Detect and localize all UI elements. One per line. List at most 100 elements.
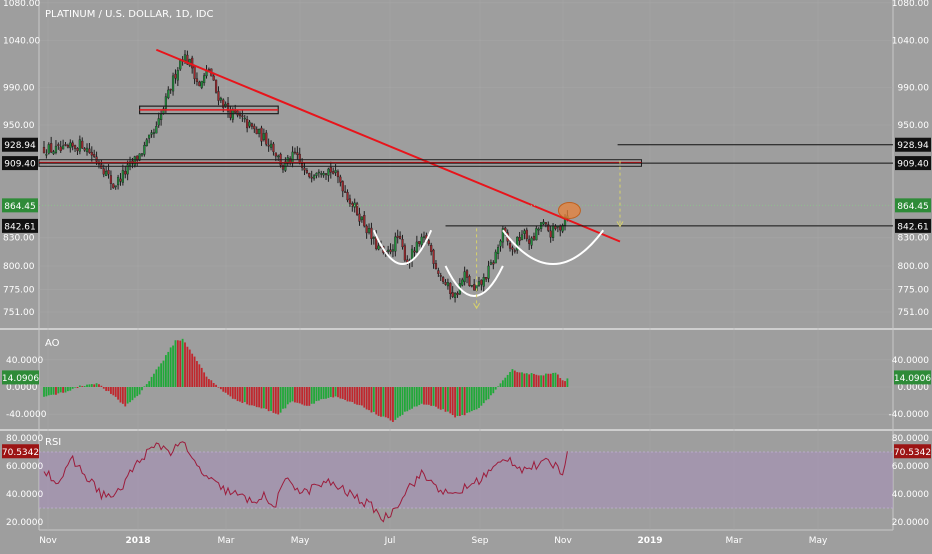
- price-candle[interactable]: [217, 91, 220, 101]
- ao-bar[interactable]: [227, 387, 229, 395]
- ao-bar[interactable]: [95, 383, 98, 387]
- price-candle[interactable]: [518, 236, 521, 242]
- ao-bar[interactable]: [298, 387, 301, 404]
- ao-bar[interactable]: [375, 387, 378, 415]
- ao-bar[interactable]: [521, 372, 523, 387]
- ao-bar[interactable]: [110, 387, 112, 394]
- ao-bar[interactable]: [229, 387, 232, 397]
- price-candle[interactable]: [71, 142, 74, 147]
- ao-bar[interactable]: [253, 387, 256, 406]
- ao-bar[interactable]: [425, 387, 428, 405]
- ao-bar[interactable]: [231, 387, 234, 399]
- price-candle[interactable]: [513, 250, 516, 252]
- ao-bar[interactable]: [327, 387, 330, 398]
- price-candle[interactable]: [265, 132, 268, 145]
- price-candle[interactable]: [561, 224, 564, 232]
- ao-bar[interactable]: [492, 387, 495, 394]
- price-candle[interactable]: [160, 113, 163, 121]
- price-candle[interactable]: [422, 236, 426, 238]
- price-candle[interactable]: [198, 81, 201, 87]
- ao-bar[interactable]: [157, 366, 160, 387]
- ao-bar[interactable]: [466, 387, 468, 413]
- price-candle[interactable]: [241, 115, 244, 118]
- price-candle[interactable]: [312, 175, 316, 179]
- price-candle[interactable]: [164, 96, 167, 109]
- ao-bar[interactable]: [501, 380, 504, 387]
- price-candle[interactable]: [78, 139, 81, 152]
- price-candle[interactable]: [449, 282, 452, 295]
- price-candle[interactable]: [169, 88, 172, 91]
- price-candle[interactable]: [269, 143, 273, 148]
- ao-bar[interactable]: [482, 387, 485, 404]
- ao-bar[interactable]: [76, 387, 79, 389]
- price-candle[interactable]: [207, 69, 211, 71]
- price-candle[interactable]: [336, 171, 340, 178]
- ao-bar[interactable]: [212, 383, 215, 387]
- ao-bar[interactable]: [411, 387, 413, 409]
- ao-bar[interactable]: [124, 387, 127, 407]
- price-candle[interactable]: [532, 235, 536, 240]
- ao-bar[interactable]: [86, 384, 88, 387]
- ao-bar[interactable]: [468, 387, 471, 413]
- ao-bar[interactable]: [439, 387, 442, 410]
- price-candle[interactable]: [401, 239, 404, 248]
- price-candle[interactable]: [214, 79, 218, 93]
- breakout-marker[interactable]: [557, 201, 581, 219]
- ao-bar[interactable]: [389, 387, 392, 421]
- price-candle[interactable]: [95, 156, 98, 162]
- price-candle[interactable]: [377, 245, 380, 250]
- price-candle[interactable]: [272, 143, 275, 152]
- price-candle[interactable]: [107, 170, 110, 175]
- price-candle[interactable]: [525, 229, 528, 240]
- ao-bar[interactable]: [136, 387, 139, 397]
- ao-bar[interactable]: [277, 387, 280, 415]
- ao-bar[interactable]: [291, 387, 294, 402]
- price-candle[interactable]: [489, 262, 493, 265]
- price-candle[interactable]: [544, 222, 547, 225]
- price-candle[interactable]: [298, 153, 301, 163]
- price-candle[interactable]: [226, 102, 230, 112]
- price-candle[interactable]: [203, 75, 206, 84]
- ao-bar[interactable]: [239, 387, 241, 402]
- price-candle[interactable]: [351, 203, 354, 207]
- ao-bar[interactable]: [59, 387, 62, 393]
- price-candle[interactable]: [516, 236, 519, 251]
- ao-bar[interactable]: [513, 370, 516, 387]
- price-candle[interactable]: [109, 175, 113, 184]
- ao-bar[interactable]: [540, 375, 543, 387]
- ao-bar[interactable]: [528, 374, 531, 387]
- price-candle[interactable]: [442, 277, 445, 282]
- price-candle[interactable]: [453, 292, 457, 298]
- price-candle[interactable]: [76, 148, 79, 151]
- ao-bar[interactable]: [196, 361, 198, 387]
- ao-bar[interactable]: [325, 387, 327, 399]
- ao-bar[interactable]: [537, 375, 540, 387]
- ao-bar[interactable]: [279, 387, 282, 413]
- price-candle[interactable]: [243, 117, 246, 120]
- price-candle[interactable]: [66, 145, 69, 148]
- price-pane[interactable]: [42, 50, 569, 303]
- rsi-line[interactable]: [43, 441, 568, 523]
- trendline[interactable]: [155, 48, 621, 243]
- ao-bar[interactable]: [150, 376, 153, 387]
- ao-bar[interactable]: [286, 387, 289, 405]
- price-candle[interactable]: [155, 126, 158, 134]
- ao-bar[interactable]: [360, 387, 363, 406]
- price-candle[interactable]: [248, 121, 251, 127]
- price-candle[interactable]: [346, 192, 349, 201]
- price-candle[interactable]: [93, 154, 96, 157]
- price-candle[interactable]: [559, 225, 562, 231]
- price-candle[interactable]: [477, 281, 481, 286]
- price-candle[interactable]: [42, 146, 46, 154]
- ao-bar[interactable]: [415, 387, 418, 407]
- ao-bar[interactable]: [456, 387, 459, 416]
- left-shoulder-arc[interactable]: [372, 229, 433, 265]
- ao-bar[interactable]: [219, 387, 222, 390]
- ao-bar[interactable]: [88, 384, 91, 387]
- ao-bar[interactable]: [561, 380, 564, 387]
- price-candle[interactable]: [195, 78, 199, 82]
- ao-bar[interactable]: [346, 387, 349, 402]
- price-candle[interactable]: [396, 235, 399, 238]
- ao-bar[interactable]: [542, 375, 545, 387]
- price-candle[interactable]: [470, 285, 473, 287]
